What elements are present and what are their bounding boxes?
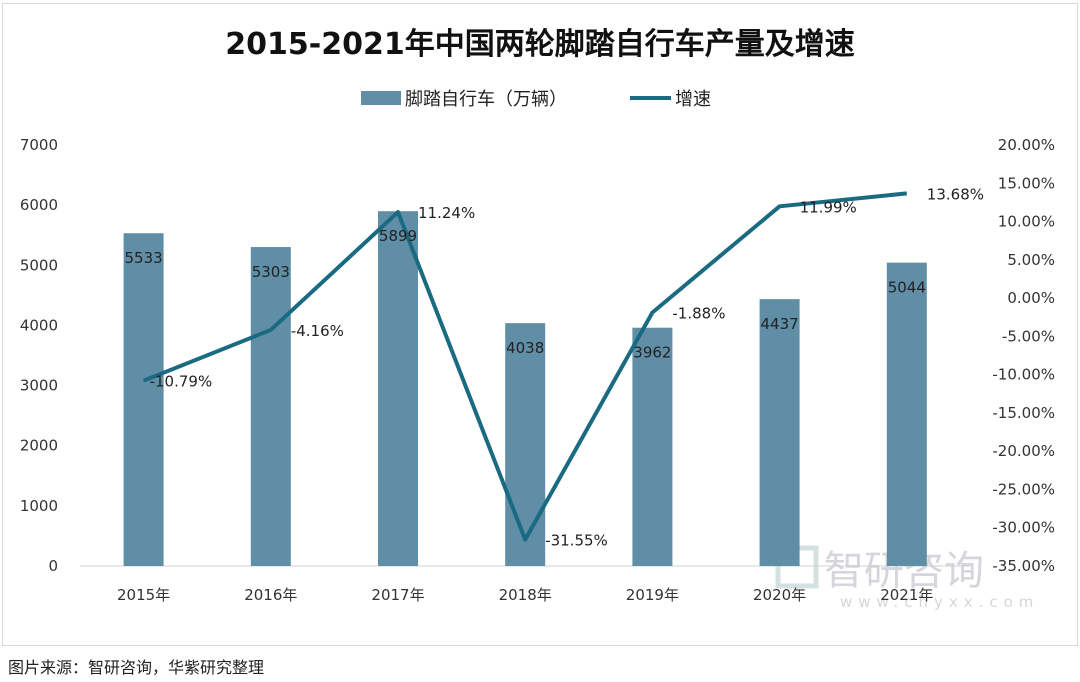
bar (250, 247, 291, 566)
bar (505, 323, 546, 566)
y-left-tick-label: 1000 (20, 497, 58, 515)
bar-data-label: 5533 (125, 249, 163, 267)
y-right-tick-label: -20.00% (992, 442, 1055, 460)
bar-data-label: 4038 (506, 339, 544, 357)
x-tick-label: 2016年 (244, 586, 297, 604)
bar-data-label: 5044 (888, 279, 926, 297)
y-right-tick-label: -15.00% (992, 404, 1055, 422)
bar (886, 262, 927, 566)
bar (378, 211, 418, 566)
bar-data-label: 5303 (252, 263, 290, 281)
y-right-tick-label: -30.00% (992, 519, 1055, 537)
y-right-tick-label: -25.00% (992, 480, 1055, 498)
bar (759, 299, 800, 566)
legend: 脚踏自行车（万辆） 增速 (361, 89, 711, 110)
bar-data-label: 5899 (379, 227, 417, 245)
x-tick-label: 2019年 (626, 586, 679, 604)
y-right-tick-label: 10.00% (998, 213, 1055, 231)
y-left-tick-label: 0 (48, 557, 58, 575)
y-left-tick-label: 3000 (20, 377, 58, 395)
legend-bar-swatch (361, 91, 401, 105)
source-footer: 图片来源：智研咨询，华紫研究整理 (8, 658, 265, 677)
line-data-label: 11.99% (800, 198, 857, 216)
growth-line (142, 191, 908, 542)
x-tick-label: 2021年 (880, 586, 933, 604)
chart-frame (2, 3, 1078, 646)
x-tick-label: 2020年 (753, 586, 806, 604)
watermark-url: www.chyxx.com (840, 593, 1039, 611)
legend-line-label: 增速 (675, 89, 711, 110)
chart-title: 2015-2021年中国两轮脚踏自行车产量及增速 (225, 27, 854, 62)
y-right-tick-label: 15.00% (998, 174, 1055, 192)
y-right-tick-label: -10.00% (992, 366, 1055, 384)
line-data-label: 13.68% (927, 185, 984, 203)
y-left-tick-label: 5000 (20, 256, 58, 274)
y-right-tick-label: -5.00% (1002, 327, 1055, 345)
y-right-tick-label: 0.00% (1007, 289, 1055, 307)
line-data-label: -31.55% (545, 532, 608, 550)
bar (632, 327, 673, 566)
line-data-label: -4.16% (291, 322, 344, 340)
y-left-tick-label: 2000 (20, 437, 58, 455)
legend-bar-label: 脚踏自行车（万辆） (405, 89, 567, 110)
line-data-label: -10.79% (150, 373, 213, 391)
bar-data-label: 4437 (761, 315, 799, 333)
line-data-label: -1.88% (672, 304, 725, 322)
y-right-tick-label: 20.00% (998, 136, 1055, 154)
line-data-label: 11.24% (418, 204, 475, 222)
x-tick-label: 2018年 (499, 586, 552, 604)
y-right-tick-label: -35.00% (992, 557, 1055, 575)
y-right-tick-label: 5.00% (1007, 251, 1055, 269)
y-left-tick-label: 4000 (20, 316, 58, 334)
x-tick-label: 2017年 (371, 586, 424, 604)
watermark: 智研咨询 www.chyxx.com (775, 545, 1039, 611)
bar-data-label: 3962 (633, 344, 671, 362)
y-left-tick-label: 7000 (20, 136, 58, 154)
x-tick-label: 2015年 (117, 586, 170, 604)
bar (123, 233, 164, 567)
y-left-tick-label: 6000 (20, 196, 58, 214)
